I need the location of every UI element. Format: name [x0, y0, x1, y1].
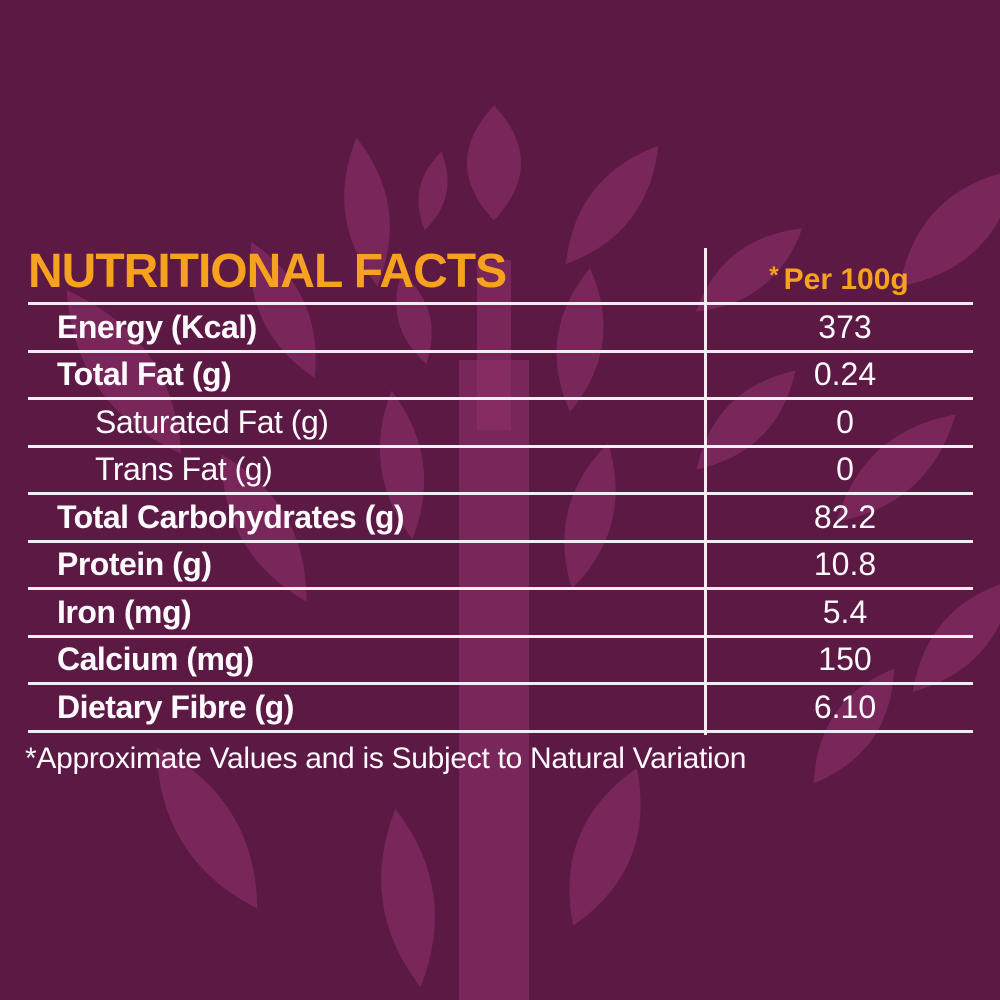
row-label: Dietary Fibre (g) — [57, 689, 294, 725]
row-value: 150 — [818, 641, 872, 678]
table-row: Energy (Kcal) 373 — [28, 305, 973, 353]
row-label: Calcium (mg) — [57, 641, 254, 678]
row-value: 6.10 — [813, 689, 877, 725]
row-label: Protein (g) — [57, 546, 212, 583]
panel-title: NUTRITIONAL FACTS — [28, 245, 507, 298]
panel-header: NUTRITIONAL FACTS * Per 100g — [28, 248, 973, 305]
footnote: *Approximate Values and is Subject to Na… — [25, 742, 747, 775]
table-row: Dietary Fibre (g) 6.10 — [28, 685, 973, 733]
row-value: 373 — [818, 308, 872, 345]
row-label: Trans Fat (g) — [95, 451, 273, 488]
row-value: 5.4 — [822, 593, 868, 630]
row-label: Total Carbohydrates (g) — [57, 498, 405, 535]
per-100g-asterisk: * — [769, 262, 779, 289]
column-divider — [704, 248, 707, 735]
row-value: 0.24 — [813, 356, 877, 393]
row-value: 10.8 — [813, 546, 877, 583]
table-row: Total Carbohydrates (g) 82.2 — [28, 495, 973, 543]
nutrition-panel: NUTRITIONAL FACTS * Per 100g Energy (Kca… — [28, 248, 973, 733]
row-value: 82.2 — [813, 498, 877, 535]
table-row: Calcium (mg) 150 — [28, 638, 973, 685]
table-row: Iron (mg) 5.4 — [28, 590, 973, 638]
row-label: Saturated Fat (g) — [95, 403, 329, 440]
table-row: Total Fat (g) 0.24 — [28, 353, 973, 400]
row-value: 0 — [836, 403, 854, 440]
per-100g-label: * Per 100g — [769, 262, 909, 296]
row-label: Total Fat (g) — [57, 356, 232, 393]
table-row: Protein (g) 10.8 — [28, 543, 973, 590]
table-row: Trans Fat (g) 0 — [28, 448, 973, 495]
table-row: Saturated Fat (g) 0 — [28, 400, 973, 448]
row-label: Energy (Kcal) — [57, 308, 257, 345]
row-value: 0 — [836, 451, 854, 488]
row-label: Iron (mg) — [57, 593, 192, 630]
